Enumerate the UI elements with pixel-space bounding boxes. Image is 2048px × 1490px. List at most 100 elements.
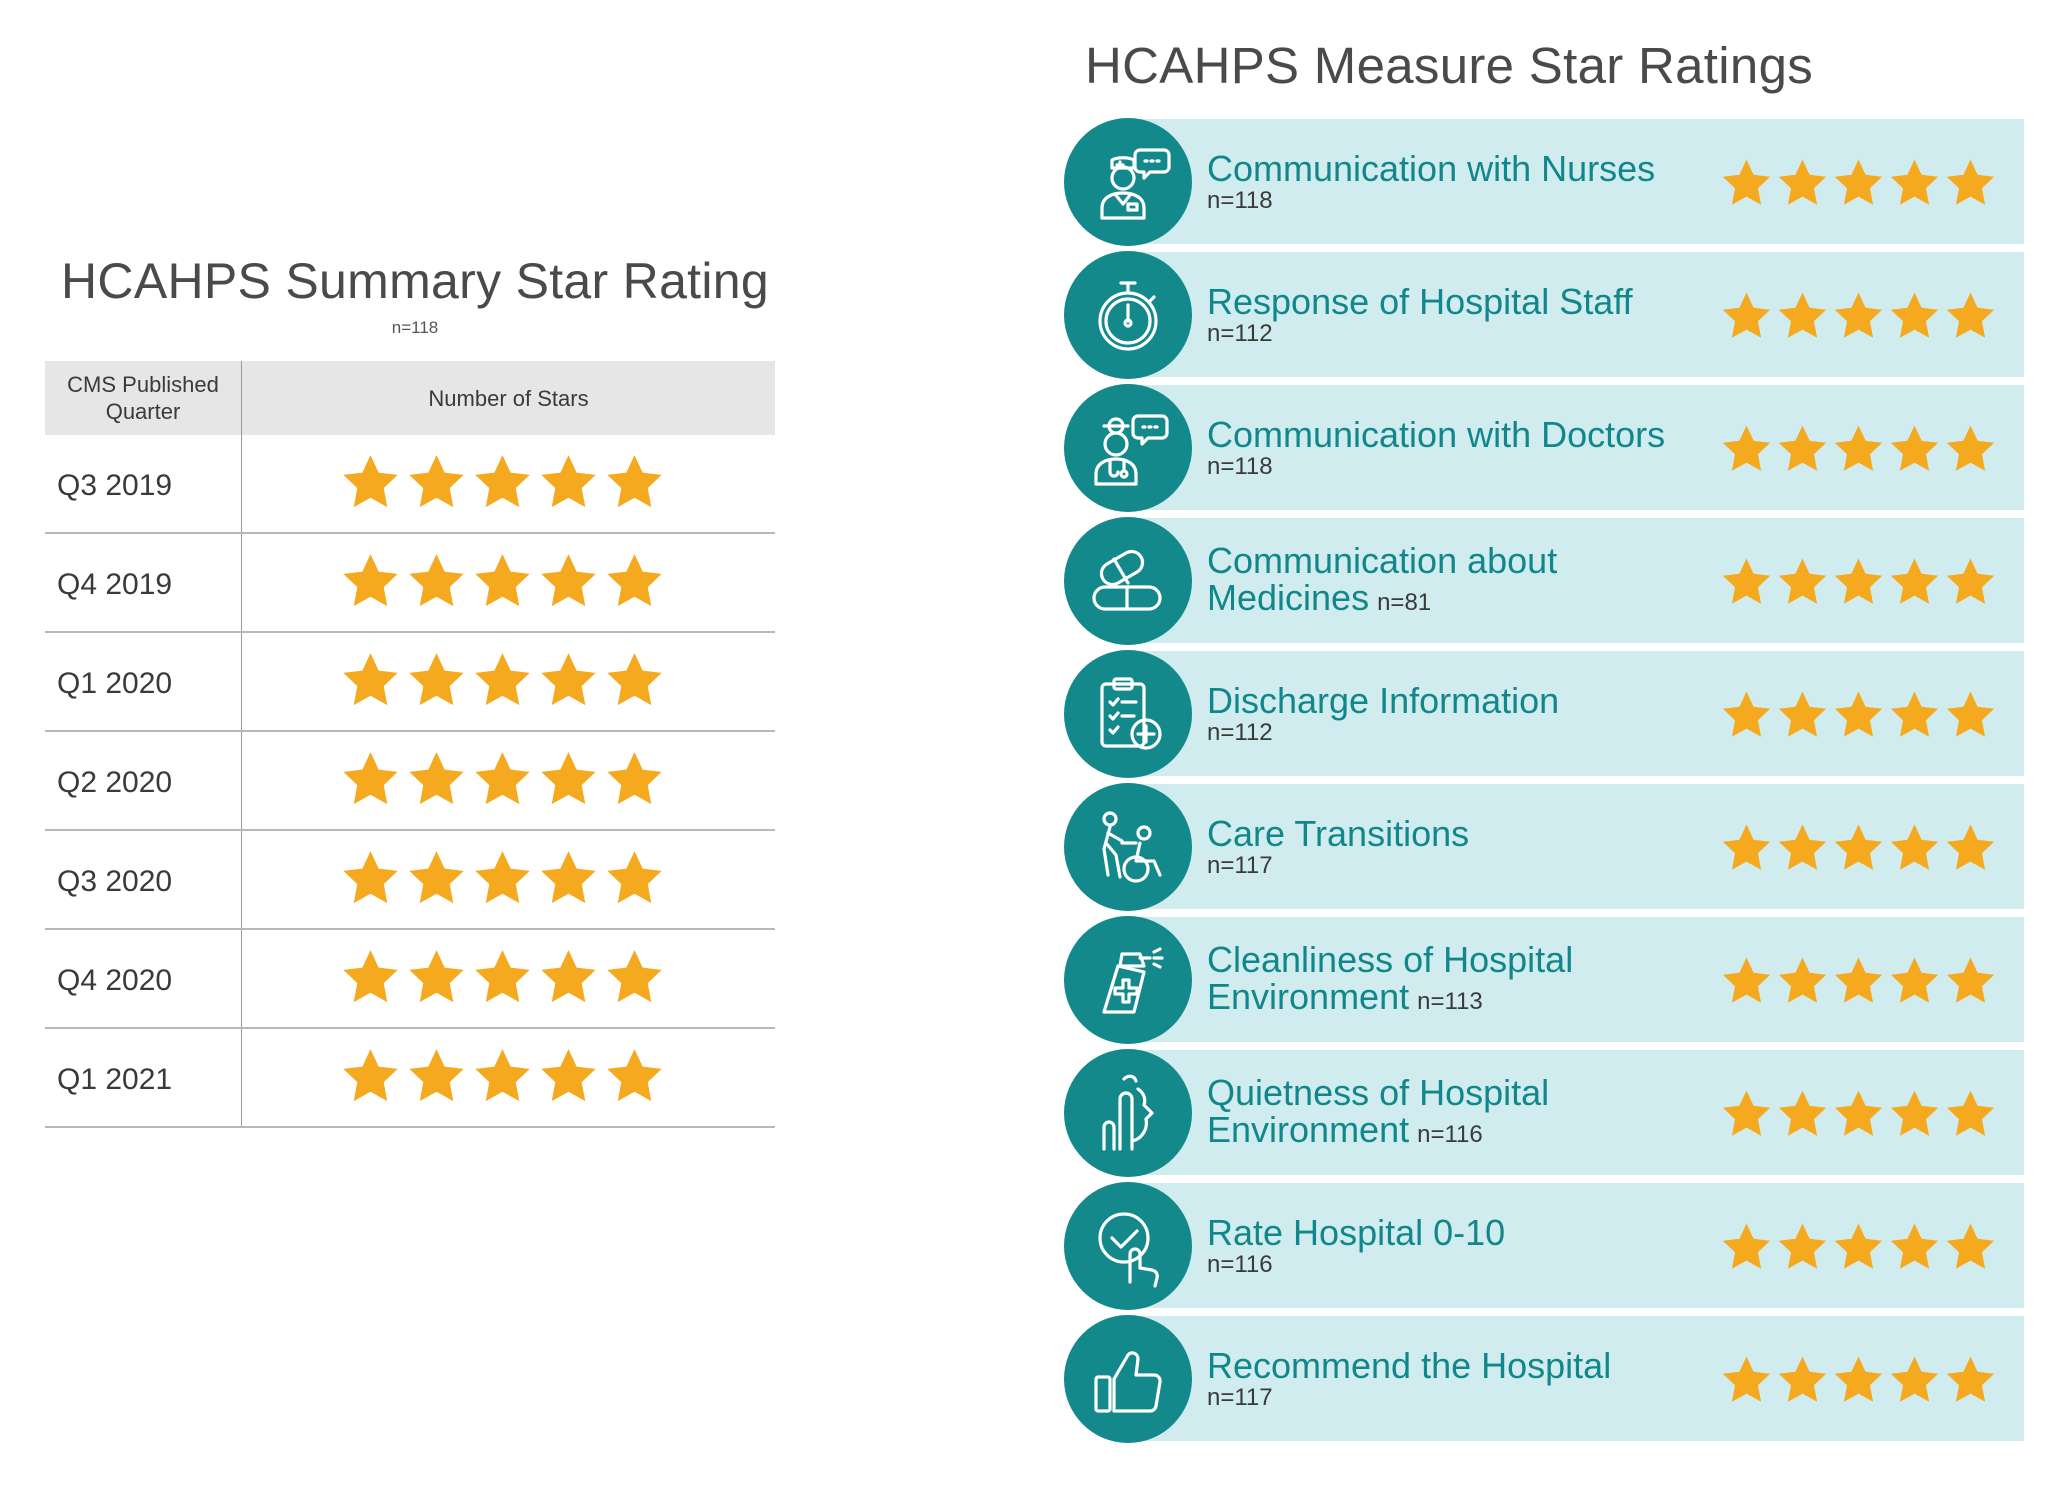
star-icon <box>541 553 596 606</box>
measure-icon-circle <box>1064 251 1192 379</box>
measure-text: Care Transitions n=117 <box>1207 781 1727 914</box>
measure-label-text: Rate Hospital 0-10 <box>1207 1212 1506 1253</box>
star-icon <box>409 850 464 903</box>
quarter-cell: Q3 2019 <box>45 435 242 534</box>
star-rating <box>1719 1047 1998 1180</box>
star-icon <box>1834 957 1883 1003</box>
measure-text: Communication about Medicines n=81 <box>1207 515 1727 648</box>
measure-icon-circle <box>1064 916 1192 1044</box>
star-icon <box>541 949 596 1002</box>
measure-label-text: Quietness of Hospital <box>1207 1072 1550 1113</box>
measure-text: Response of Hospital Staff n=112 <box>1207 249 1727 382</box>
summary-title: HCAHPS Summary Star Rating <box>61 253 769 309</box>
star-icon <box>1946 425 1995 471</box>
measure-text: Cleanliness of Hospital Environment n=113 <box>1207 914 1727 1047</box>
star-rating <box>1719 1180 1998 1313</box>
star-rating <box>1719 1313 1998 1446</box>
star-icon <box>1946 1356 1995 1402</box>
star-icon <box>1722 1356 1771 1402</box>
star-icon <box>1946 824 1995 870</box>
star-icon <box>1834 1090 1883 1136</box>
star-icon <box>1778 957 1827 1003</box>
star-icon <box>409 949 464 1002</box>
stars-cell <box>241 533 775 633</box>
measure-label-text: Communication with Doctors <box>1207 414 1666 455</box>
star-icon <box>607 652 662 705</box>
measure-sample-size: n=112 <box>1207 320 1273 347</box>
stars-cell <box>241 1028 775 1128</box>
star-icon <box>343 949 398 1002</box>
star-icon <box>1722 558 1771 604</box>
star-icon <box>1946 159 1995 205</box>
stars-cell <box>241 929 775 1029</box>
star-icon <box>541 454 596 507</box>
star-icon <box>541 850 596 903</box>
star-icon <box>343 751 398 804</box>
measure-label-text: Medicines <box>1207 577 1370 618</box>
measure-label-text: Environment <box>1207 976 1410 1017</box>
measure-row: Communication with Doctors n=118 <box>1064 382 2024 515</box>
star-icon <box>409 751 464 804</box>
star-icon <box>1834 824 1883 870</box>
measure-label-text: Discharge Information <box>1207 680 1560 721</box>
star-icon <box>1890 292 1939 338</box>
measure-icon-circle <box>1064 1315 1192 1443</box>
quarter-cell: Q2 2020 <box>45 731 242 831</box>
measure-sample-size: n=81 <box>1377 589 1432 616</box>
star-icon <box>1890 558 1939 604</box>
measure-text: Discharge Information n=112 <box>1207 648 1727 781</box>
star-icon <box>1834 159 1883 205</box>
star-icon <box>1890 159 1939 205</box>
star-icon <box>343 850 398 903</box>
star-rating <box>1719 914 1998 1047</box>
star-icon <box>1722 292 1771 338</box>
measure-label: Environment n=116 <box>1207 1111 1727 1153</box>
measure-row: Quietness of Hospital Environment n=116 <box>1064 1047 2024 1180</box>
measures-list: Communication with Nurses n=118 Response o… <box>1064 116 2024 1446</box>
measure-label: Quietness of Hospital <box>1207 1074 1727 1111</box>
measure-icon-circle <box>1064 783 1192 911</box>
measure-label: Recommend the Hospital <box>1207 1347 1727 1384</box>
quarter-cell: Q3 2020 <box>45 830 242 930</box>
star-icon <box>475 1048 530 1101</box>
star-rating <box>339 550 666 611</box>
measure-sample-size: n=116 <box>1207 1251 1273 1278</box>
star-rating <box>339 1045 666 1106</box>
measure-label: Discharge Information <box>1207 682 1727 719</box>
measure-label-text: Care Transitions <box>1207 813 1470 854</box>
star-icon <box>1946 292 1995 338</box>
measure-icon-circle <box>1064 118 1192 246</box>
measure-sample-size: n=118 <box>1207 453 1273 480</box>
spray-bottle-icon <box>1102 947 1164 1014</box>
measure-text: Rate Hospital 0-10 n=116 <box>1207 1180 1727 1313</box>
measure-icon-circle <box>1064 1049 1192 1177</box>
star-icon <box>1722 824 1771 870</box>
star-icon <box>1834 292 1883 338</box>
measure-label-text: Environment <box>1207 1109 1410 1150</box>
hand-check-icon <box>1098 1212 1159 1288</box>
star-rating <box>339 847 666 908</box>
clipboard-icon <box>1100 677 1162 750</box>
star-icon <box>475 454 530 507</box>
nurse-icon <box>1100 148 1171 220</box>
star-icon <box>1722 691 1771 737</box>
measure-row: Cleanliness of Hospital Environment n=113 <box>1064 914 2024 1047</box>
measure-sample-size: n=117 <box>1207 1384 1273 1411</box>
quarter-cell: Q1 2021 <box>45 1028 242 1128</box>
star-icon <box>475 850 530 903</box>
star-icon <box>1834 1223 1883 1269</box>
measure-label: Environment n=113 <box>1207 978 1727 1020</box>
stars-cell <box>241 830 775 930</box>
summary-row: Q2 2020 <box>45 731 775 831</box>
star-rating <box>1719 781 1998 914</box>
measures-title: HCAHPS Measure Star Ratings <box>1085 37 1814 94</box>
measure-label: Communication about <box>1207 542 1727 579</box>
summary-row: Q1 2021 <box>45 1028 775 1128</box>
measure-label: Rate Hospital 0-10 <box>1207 1214 1727 1251</box>
summary-row: Q3 2019 <box>45 435 775 534</box>
star-icon <box>1722 1090 1771 1136</box>
star-rating <box>339 946 666 1007</box>
measure-label: Response of Hospital Staff <box>1207 283 1727 320</box>
measure-label-text: Communication about <box>1207 540 1558 581</box>
star-icon <box>1890 1090 1939 1136</box>
